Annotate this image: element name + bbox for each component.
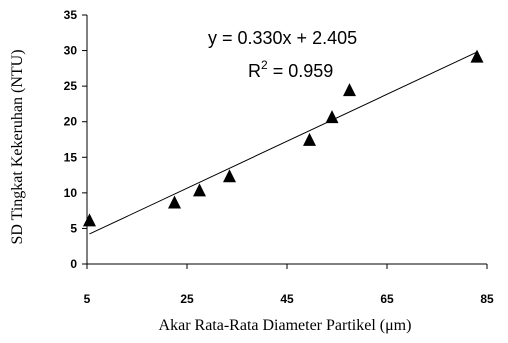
x-tick-label: 45 [280, 292, 294, 306]
y-tick-label: 15 [64, 150, 78, 164]
r-squared-superscript: 2 [261, 58, 268, 72]
data-point-triangle [470, 49, 484, 63]
x-tick-label: 85 [480, 292, 494, 306]
x-tick-label: 65 [380, 292, 394, 306]
trendline [89, 51, 478, 235]
data-point-triangle [168, 195, 181, 209]
y-axis-title: SD Tingkat Kekeruhan (NTU) [9, 49, 26, 244]
data-point-triangle [303, 132, 316, 146]
trendline-equation: y = 0.330x + 2.405 [208, 28, 357, 48]
data-point-triangle [193, 183, 206, 197]
x-axis-title: Akar Rata-Rata Diameter Partikel (μm) [159, 317, 412, 334]
data-points [83, 49, 484, 227]
y-tick-label: 25 [64, 79, 78, 93]
y-tick-label: 0 [70, 257, 77, 271]
r-squared-prefix: R [248, 61, 261, 81]
data-point-triangle [83, 213, 96, 227]
x-tick-label: 5 [84, 292, 91, 306]
data-point-triangle [223, 169, 236, 183]
y-tick-label: 35 [64, 8, 78, 22]
data-point-triangle [325, 110, 339, 124]
y-tick-label: 30 [64, 44, 78, 58]
tick-labels: 0 5 10 15 20 25 30 35 5 25 45 65 85 [64, 8, 494, 306]
r-squared-label: R2 = 0.959 [248, 58, 333, 81]
y-tick-label: 5 [70, 221, 77, 235]
r-squared-value: = 0.959 [268, 61, 334, 81]
x-tick-label: 25 [180, 292, 194, 306]
data-point-triangle [343, 83, 356, 97]
trendline-layer [89, 51, 478, 235]
y-tick-label: 10 [64, 186, 78, 200]
y-tick-label: 20 [64, 115, 78, 129]
